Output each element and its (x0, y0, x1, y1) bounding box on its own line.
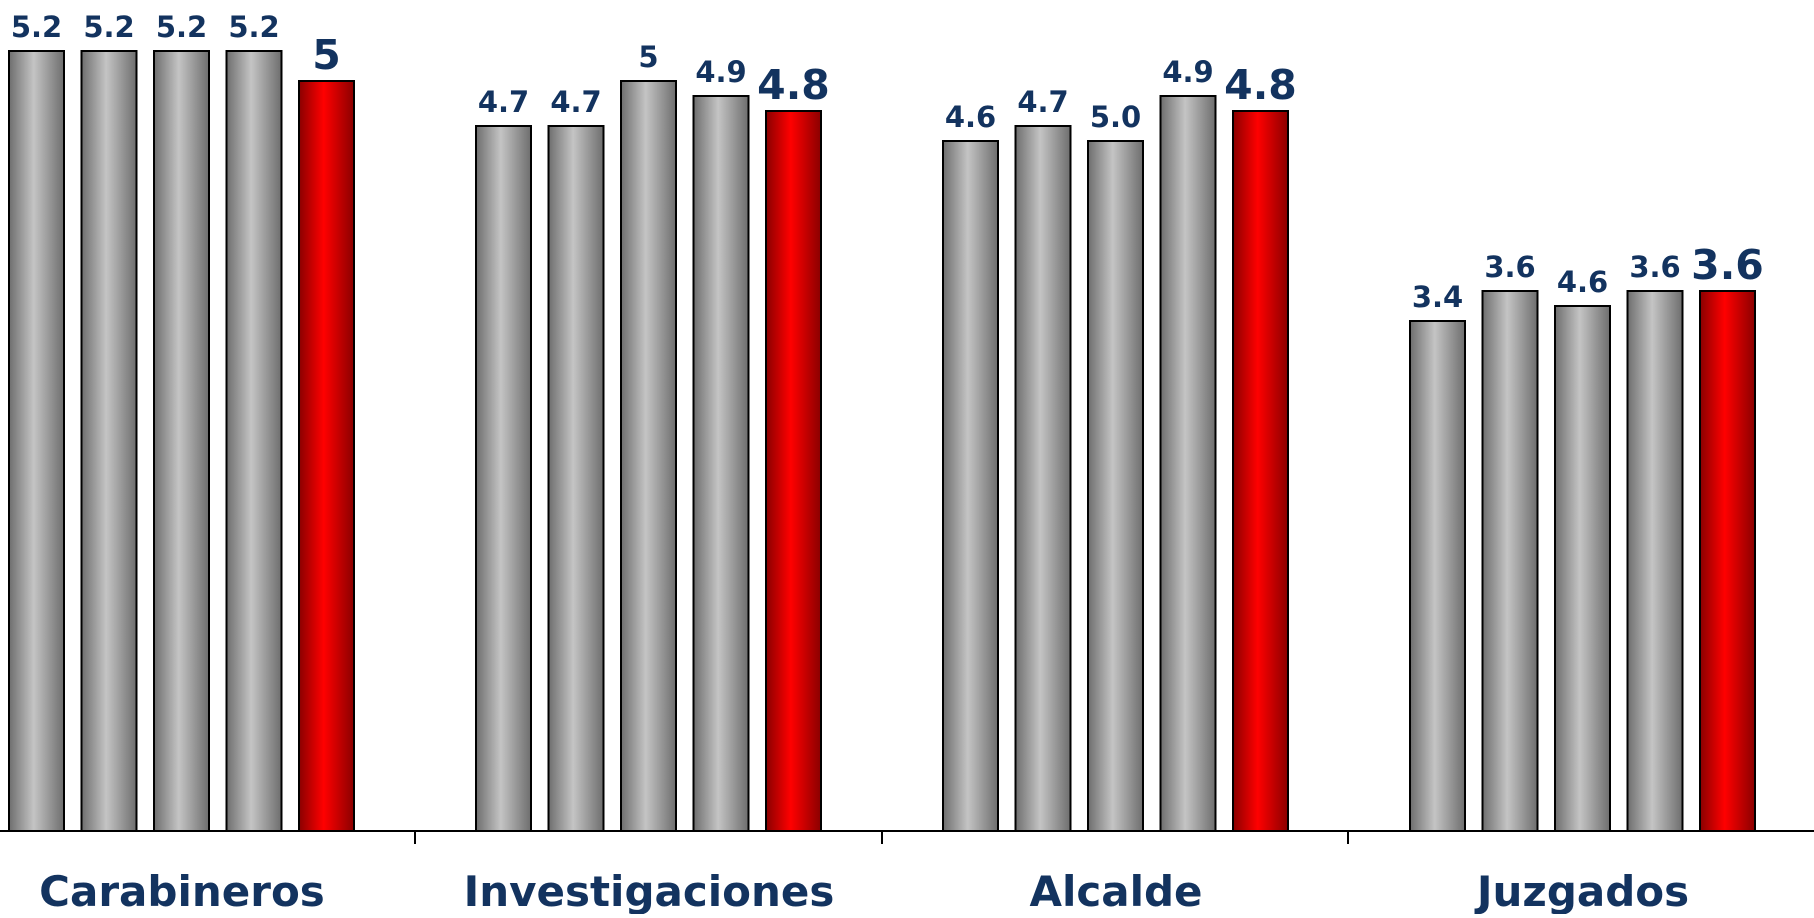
bar-carabineros-4 (225, 50, 283, 832)
value-labels-layer: 5.2 5.2 5.2 5.2 5 4.7 4.7 5 4.9 4.8 4.6 4.7 5.0 4.9 4.… (11, 10, 1764, 314)
value-label-carabineros-3: 5.2 (156, 10, 207, 44)
value-label-alcalde-4: 4.9 (1162, 55, 1213, 89)
value-label-investigaciones-3: 5 (638, 40, 658, 74)
bar-juzgados-1 (1409, 320, 1466, 832)
bars-layer (8, 50, 1756, 832)
value-label-juzgados-1: 3.4 (1412, 280, 1463, 314)
value-label-investigaciones-2: 4.7 (550, 85, 601, 119)
value-label-juzgados-4: 3.6 (1629, 250, 1680, 284)
value-label-juzgados-2: 3.6 (1484, 250, 1535, 284)
x-axis (0, 830, 1814, 844)
value-label-investigaciones-4: 4.9 (695, 55, 746, 89)
category-labels-layer: Carabineros Investigaciones Alcalde Juzgado… (39, 867, 1689, 916)
category-label-alcalde: Alcalde (1029, 867, 1202, 914)
bar-alcalde-5 (1232, 110, 1289, 832)
value-label-juzgados-5: 3.6 (1691, 241, 1764, 289)
bar-investigaciones-4 (692, 95, 750, 832)
value-label-alcalde-5: 4.8 (1224, 61, 1297, 109)
bar-carabineros-2 (80, 50, 138, 832)
bar-investigaciones-3 (620, 80, 677, 832)
value-label-carabineros-1: 5.2 (11, 10, 62, 44)
value-label-carabineros-2: 5.2 (83, 10, 134, 44)
bar-alcalde-4 (1159, 95, 1217, 832)
bar-alcalde-2 (1014, 125, 1072, 832)
bar-investigaciones-2 (547, 125, 605, 832)
bar-juzgados-2 (1481, 290, 1539, 832)
value-label-alcalde-2: 4.7 (1017, 85, 1068, 119)
bar-juzgados-3 (1554, 305, 1611, 832)
bar-carabineros-5 (298, 80, 355, 832)
value-label-alcalde-3: 5.0 (1090, 100, 1141, 134)
value-label-carabineros-4: 5.2 (228, 10, 279, 44)
value-label-alcalde-1: 4.6 (945, 100, 996, 134)
value-label-investigaciones-5: 4.8 (757, 61, 830, 109)
bar-juzgados-4 (1626, 290, 1684, 832)
category-label-investigaciones: Investigaciones (464, 867, 835, 914)
value-label-juzgados-3: 4.6 (1557, 265, 1608, 299)
value-label-investigaciones-1: 4.7 (478, 85, 529, 119)
bar-alcalde-1 (942, 140, 999, 832)
category-label-carabineros: Carabineros (39, 867, 325, 914)
bar-carabineros-1 (8, 50, 65, 832)
value-label-carabineros-5: 5 (312, 31, 341, 79)
bar-juzgados-5 (1699, 290, 1756, 832)
category-label-juzgados: Juzgados (1474, 867, 1689, 914)
bar-investigaciones-1 (475, 125, 532, 832)
bar-investigaciones-5 (765, 110, 822, 832)
bar-carabineros-3 (153, 50, 210, 832)
bar-alcalde-3 (1087, 140, 1144, 832)
